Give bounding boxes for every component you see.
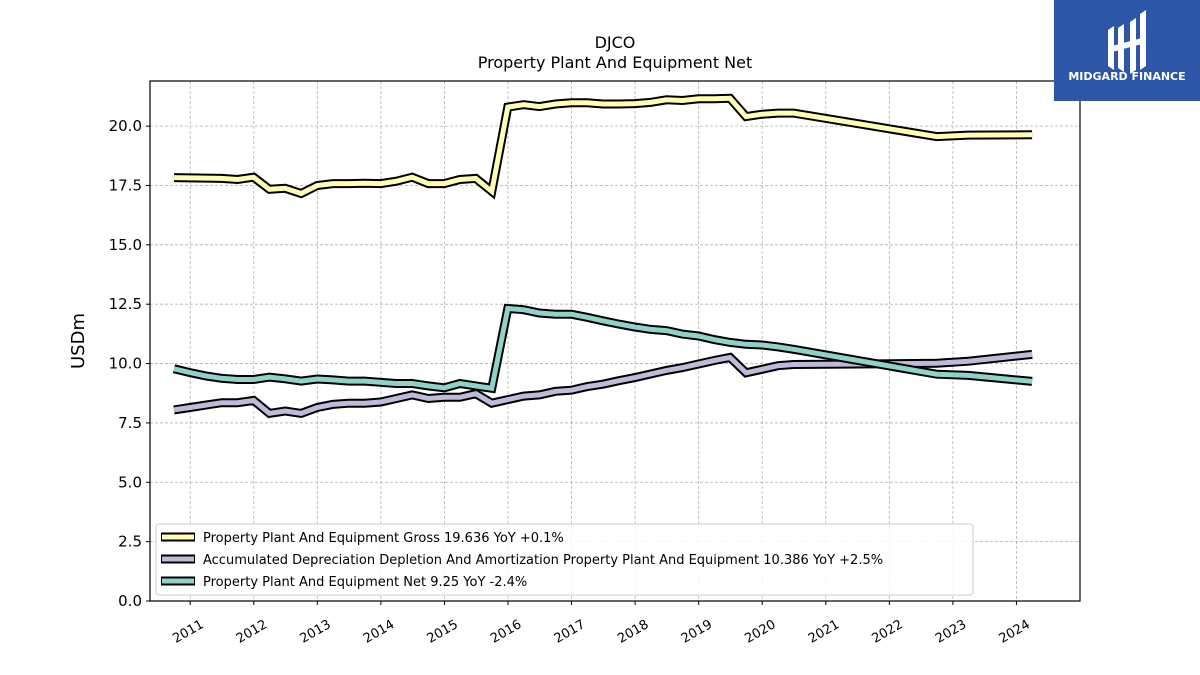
- y-tick-label: 20.0: [109, 117, 142, 135]
- logo-background: [1054, 0, 1200, 101]
- legend-label: Property Plant And Equipment Gross 19.63…: [203, 531, 564, 546]
- y-tick-label: 0.0: [118, 592, 142, 610]
- series-line: [173, 305, 1033, 392]
- legend-frame: [155, 523, 974, 596]
- chart-subtitle: Property Plant And Equipment Net: [478, 53, 753, 72]
- y-tick-label: 17.5: [109, 176, 142, 194]
- y-tick-label: 7.5: [118, 414, 142, 432]
- y-axis-label: USDm: [68, 313, 89, 369]
- legend-label: Accumulated Depreciation Depletion And A…: [203, 553, 883, 568]
- y-tick-label: 5.0: [118, 473, 142, 491]
- y-tick-label: 15.0: [109, 236, 142, 254]
- brand-name: MIDGARD FINANCE: [1068, 70, 1185, 83]
- series-line: [173, 351, 1033, 417]
- legend: Property Plant And Equipment Gross 19.63…: [155, 523, 974, 596]
- y-tick-label: 2.5: [118, 533, 142, 551]
- y-tick-label: 12.5: [109, 295, 142, 313]
- brand-logo: MIDGARD FINANCE: [1054, 0, 1200, 101]
- series-lines: [172, 93, 1033, 419]
- legend-label: Property Plant And Equipment Net 9.25 Yo…: [203, 575, 527, 590]
- series-line: [173, 95, 1033, 197]
- grid-lines: [150, 81, 1080, 602]
- plot-frame: [149, 80, 1081, 602]
- chart-title: DJCO: [595, 33, 636, 52]
- y-tick-label: 10.0: [109, 355, 142, 373]
- logo-mark-icon: [1108, 10, 1146, 74]
